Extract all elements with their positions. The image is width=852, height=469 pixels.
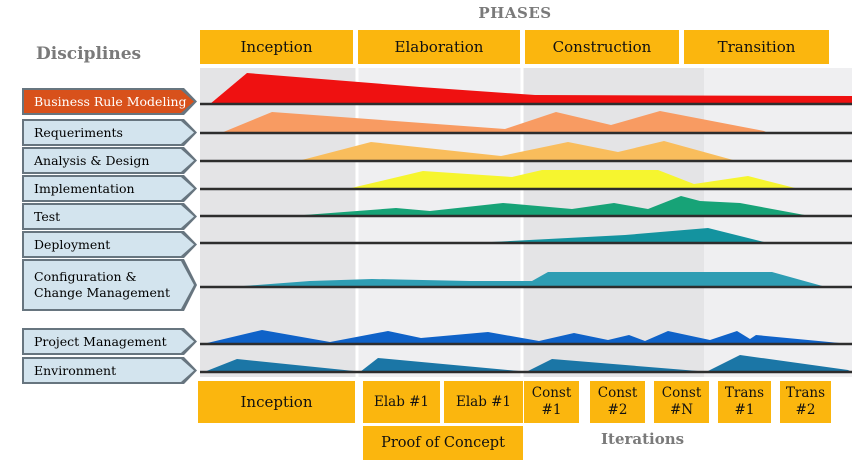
iteration-label-line: Trans [785,385,826,402]
iterations-title: Iterations [601,430,685,448]
iteration-box-elab-1: Elab #1 [363,381,440,423]
iteration-label-line: #1 [541,402,562,418]
iteration-box-trans-2: Trans #2 [780,381,831,423]
iteration-box-const-1: Const #1 [524,381,579,423]
iteration-label-line: Elab #1 [455,393,512,410]
hump-analysis-design [298,141,737,161]
iteration-label-line: Const [597,385,638,402]
discipline-label-configuration-change-management: Configuration & Change Management [22,259,197,311]
iteration-label-line: Trans [724,385,765,402]
discipline-label-text: Business Rule Modeling [24,90,194,113]
iteration-label-line: Const [531,385,572,402]
iteration-box-const-n: Const #N [654,381,709,423]
iteration-label-line: Elab #1 [373,393,430,410]
hump-implementation [347,170,799,189]
discipline-label-deployment: Deployment [22,231,197,258]
hump-test [291,196,810,216]
phase-column-bg [356,68,521,377]
iteration-box-const-2: Const #2 [590,381,645,423]
phase-column-bg [704,68,852,377]
iteration-label-line: Inception [240,392,313,411]
discipline-label-text: Implementation [24,177,194,200]
discipline-label-text: Requeriments [24,121,194,144]
phase-header-elaboration: Elaboration [358,30,520,64]
hump-business-rule-modeling [210,73,852,104]
proof-of-concept-box: Proof of Concept [363,426,523,460]
iteration-label-line: #2 [607,402,628,418]
phase-header-inception: Inception [200,30,353,64]
iteration-box-trans-1: Trans #1 [718,381,771,423]
discipline-label-text: Test [24,205,194,228]
iteration-label-line: Const [661,385,702,402]
discipline-label-requeriments: Requeriments [22,119,197,146]
iteration-box-inception: Inception [198,381,355,423]
discipline-label-test: Test [22,203,197,230]
iteration-box-elab-1: Elab #1 [444,381,523,423]
discipline-label-text: Configuration & Change Management [24,261,194,309]
disciplines-title: Disciplines [36,44,142,64]
discipline-label-environment: Environment [22,357,197,384]
hump-environment [204,355,852,372]
discipline-label-text: Environment [24,359,194,382]
phase-header-transition: Transition [684,30,829,64]
discipline-label-business-rule-modeling: Business Rule Modeling [22,88,197,115]
discipline-label-text: Deployment [24,233,194,256]
discipline-label-text: Analysis & Design [24,149,194,172]
iteration-label-line: #2 [795,402,816,418]
discipline-label-analysis-design: Analysis & Design [22,147,197,174]
hump-deployment [472,228,768,243]
phase-header-construction: Construction [525,30,679,64]
iteration-label-line: #1 [734,402,755,418]
discipline-label-implementation: Implementation [22,175,197,202]
discipline-label-project-management: Project Management [22,328,197,355]
hump-requeriments [221,111,768,133]
discipline-label-text: Project Management [24,330,194,353]
hump-project-management [203,330,850,344]
phases-title: PHASES [478,4,552,22]
iteration-label-line: #N [669,402,694,418]
hump-configuration-change-management [231,272,826,287]
